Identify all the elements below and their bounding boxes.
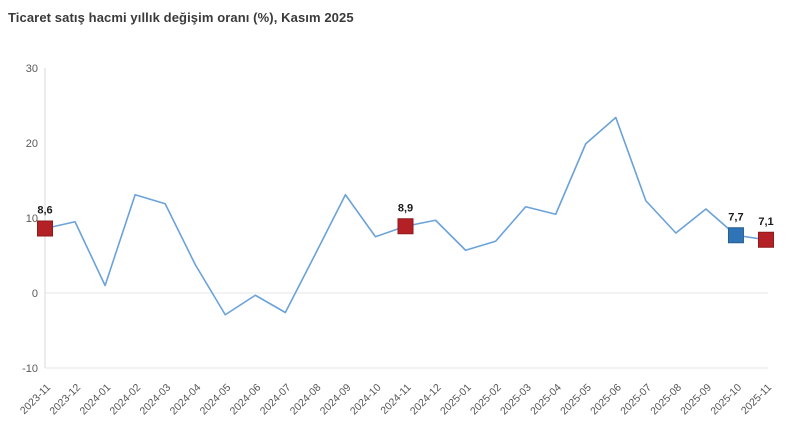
- x-tick-label: 2025-03: [498, 382, 534, 418]
- x-tick-label: 2024-09: [318, 382, 354, 418]
- x-tick-label: 2023-12: [47, 382, 83, 418]
- x-tick-label: 2024-10: [348, 382, 384, 418]
- marker-2025-11: [758, 231, 774, 248]
- x-tick-label: 2024-02: [108, 382, 144, 418]
- marker-2025-10: [727, 227, 744, 244]
- chart-title: Ticaret satış hacmi yıllık değişim oranı…: [8, 10, 354, 25]
- x-tick-label: 2025-05: [558, 382, 594, 418]
- x-tick-label: 2025-09: [678, 382, 714, 418]
- x-tick-label: 2025-07: [618, 382, 654, 418]
- y-tick-label: 0: [32, 288, 38, 300]
- x-tick-label: 2024-04: [168, 382, 204, 418]
- y-tick-label: -10: [22, 363, 38, 375]
- x-tick-label: 2025-06: [588, 382, 624, 418]
- x-tick-label: 2024-05: [198, 382, 234, 418]
- x-tick-label: 2025-04: [528, 382, 564, 418]
- x-tick-label: 2024-12: [408, 382, 444, 418]
- x-tick-label: 2025-10: [708, 382, 744, 418]
- x-tick-label: 2024-06: [228, 382, 264, 418]
- y-tick-label: 10: [26, 213, 38, 225]
- x-tick-label: 2025-08: [648, 382, 684, 418]
- x-tick-label: 2024-03: [138, 382, 174, 418]
- marker-2023-11: [37, 220, 53, 237]
- y-tick-label: 20: [26, 138, 38, 150]
- x-tick-label: 2023-11: [18, 382, 53, 417]
- x-tick-label: 2024-07: [258, 382, 294, 418]
- x-tick-label: 2025-01: [438, 382, 474, 418]
- x-tick-label: 2025-11: [739, 382, 774, 417]
- x-tick-label: 2024-11: [378, 382, 413, 417]
- data-label-2024-11: 8,9: [398, 202, 413, 214]
- x-tick-label: 2025-02: [468, 382, 504, 418]
- data-label-2025-10: 7,7: [728, 211, 743, 223]
- marker-2024-11: [397, 218, 414, 235]
- x-tick-label: 2024-08: [288, 382, 324, 418]
- data-label-2025-11: 7,1: [758, 216, 773, 228]
- x-tick-label: 2024-01: [77, 382, 113, 418]
- y-tick-label: 30: [26, 63, 38, 75]
- data-label-2023-11: 8,6: [37, 205, 52, 217]
- trend-line: [44, 116, 767, 316]
